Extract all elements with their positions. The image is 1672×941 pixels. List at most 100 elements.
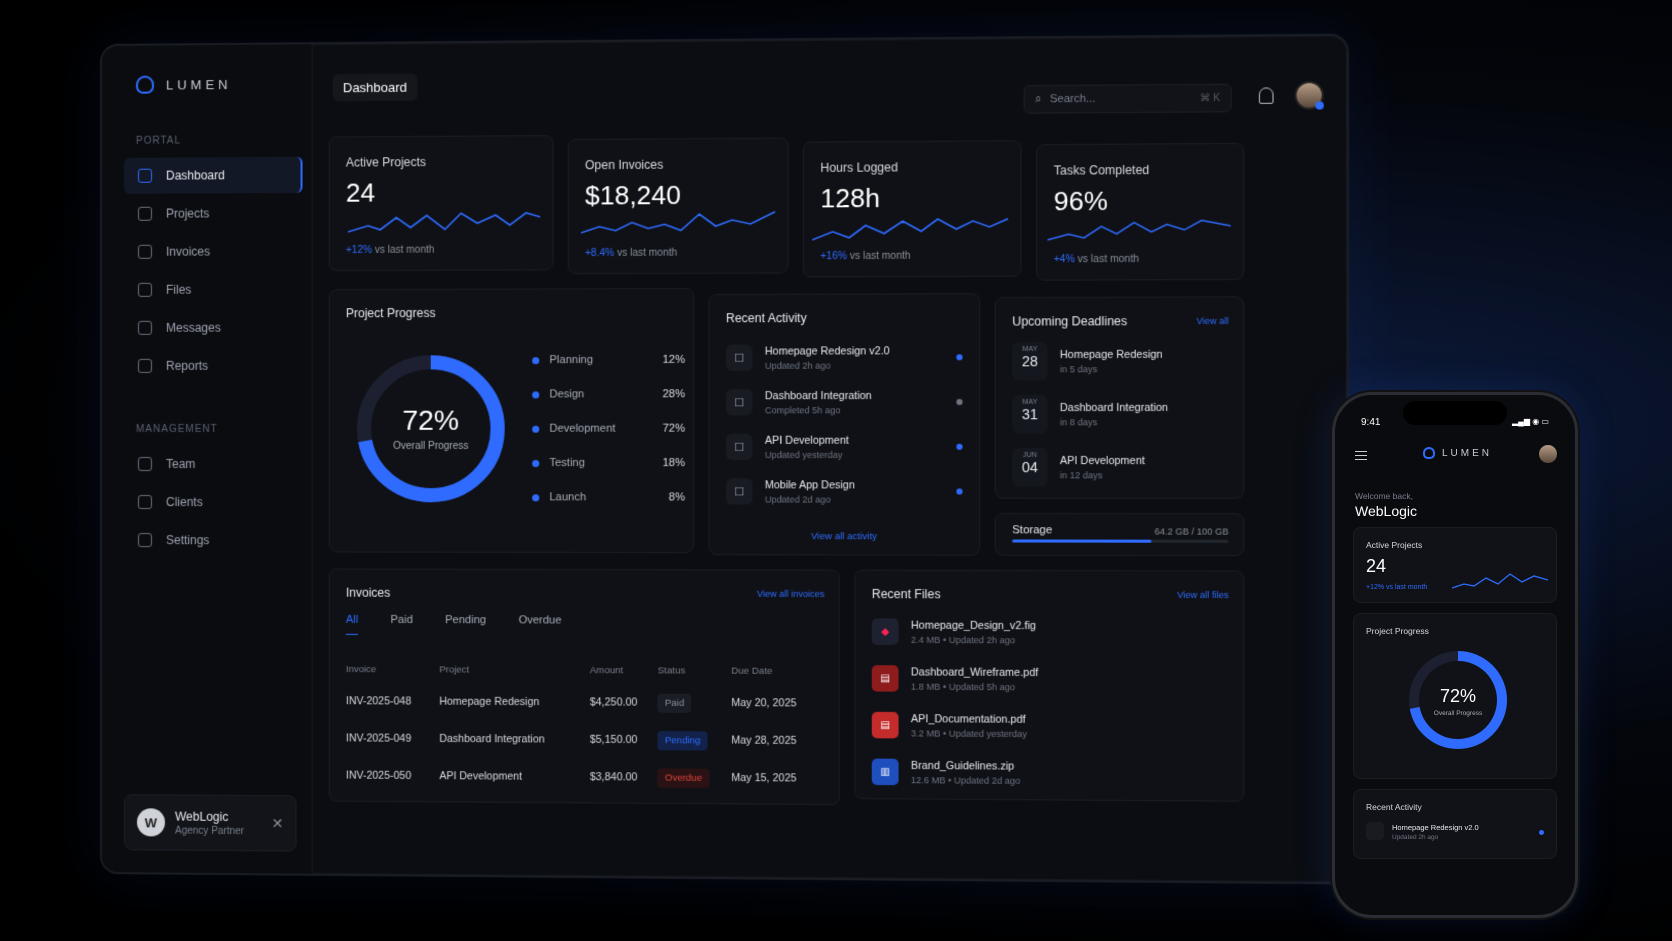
activity-icon xyxy=(1366,822,1384,840)
file-name: Brand_Guidelines.zip xyxy=(911,759,1020,772)
sidebar-item-settings[interactable]: Settings xyxy=(124,522,303,558)
status-badge: Overdue xyxy=(658,768,710,788)
welcome-user: WebLogic xyxy=(1355,503,1417,519)
column-header: Due Date xyxy=(731,657,824,684)
project-progress-card: Project Progress 72% Overall Progress Pl… xyxy=(329,288,694,553)
activity-item[interactable]: ☐ Dashboard Integration Completed 5h ago xyxy=(726,382,963,423)
invoice-amount: $3,840.00 xyxy=(590,758,658,796)
activity-icon: ☐ xyxy=(726,389,753,415)
table-row[interactable]: INV-2025-049 Dashboard Integration $5,15… xyxy=(346,719,825,759)
invoice-id: INV-2025-049 xyxy=(346,719,439,757)
phase-row-development: Development 72% xyxy=(532,423,685,435)
activity-item[interactable]: ☐ Mobile App Design Updated 2d ago xyxy=(726,471,963,512)
phase-row-planning: Planning 12% xyxy=(532,354,685,366)
sidebar-item-messages[interactable]: Messages xyxy=(124,309,303,346)
sidebar-item-invoices[interactable]: Invoices xyxy=(124,233,303,270)
projects-icon xyxy=(138,207,152,221)
activity-sub: Updated 2h ago xyxy=(765,360,890,370)
avatar[interactable] xyxy=(1539,445,1557,463)
file-item[interactable]: ▥ Brand_Guidelines.zip 12.6 MB • Updated … xyxy=(872,749,1227,796)
sidebar: LUMEN PORTAL Dashboard Projects Invoices… xyxy=(102,44,313,874)
invoice-id: INV-2025-050 xyxy=(346,756,439,794)
deadline-item[interactable]: MAY 28 Homepage Redesign in 5 days xyxy=(1012,338,1226,383)
deadline-item[interactable]: JUN 04 API Development in 12 days xyxy=(1012,445,1226,490)
invoice-project: API Development xyxy=(439,757,589,795)
brand-logo[interactable]: LUMEN xyxy=(136,75,232,94)
stat-label: Open Invoices xyxy=(585,158,663,173)
home-icon xyxy=(138,169,152,183)
sidebar-item-projects[interactable]: Projects xyxy=(124,195,303,232)
file-item[interactable]: ▤ API_Documentation.pdf 3.2 MB • Updated … xyxy=(872,703,1227,750)
column-header: Project xyxy=(439,656,589,683)
deadline-item[interactable]: MAY 31 Dashboard Integration in 8 days xyxy=(1012,392,1226,437)
sidebar-item-label: Dashboard xyxy=(166,168,225,182)
welcome-text: Welcome back, xyxy=(1355,491,1413,501)
search-input[interactable]: ⌕ Search... ⌘ K xyxy=(1024,84,1232,114)
stat-change-value: +16% xyxy=(820,251,847,262)
view-all-invoices-link[interactable]: View all invoices xyxy=(757,589,825,599)
invoice-amount: $5,150.00 xyxy=(590,721,658,759)
phase-name: Planning xyxy=(549,354,593,366)
invoice-project: Homepage Redesign xyxy=(439,683,589,721)
sidebar-item-clients[interactable]: Clients xyxy=(124,484,303,520)
deadline-sub: in 12 days xyxy=(1060,470,1145,480)
deadline-title: API Development xyxy=(1060,454,1145,466)
stat-change: +8.4% vs last month xyxy=(585,248,677,259)
avatar[interactable] xyxy=(1294,81,1323,110)
sidebar-item-team[interactable]: Team xyxy=(124,446,303,482)
tab-pending[interactable]: Pending xyxy=(445,614,486,635)
tab-all[interactable]: All xyxy=(346,614,358,635)
deadline-sub: in 8 days xyxy=(1060,417,1168,427)
deadline-day: 28 xyxy=(1012,353,1047,369)
sidebar-item-label: Clients xyxy=(166,495,203,509)
zip-icon: ▥ xyxy=(872,759,899,786)
table-row[interactable]: INV-2025-050 API Development $3,840.00 O… xyxy=(346,756,825,796)
tab-overdue[interactable]: Overdue xyxy=(519,614,562,635)
storage-fill xyxy=(1012,539,1151,542)
deadline-date: MAY 31 xyxy=(1012,395,1047,434)
activity-item[interactable]: ☐ Homepage Redesign v2.0 Updated 2h ago xyxy=(726,337,963,378)
menu-icon[interactable] xyxy=(1355,451,1367,460)
status-badge: Pending xyxy=(658,731,708,751)
invoice-id: INV-2025-048 xyxy=(346,682,439,720)
stat-card-open-invoices: Open Invoices $18,240 +8.4% vs last mont… xyxy=(568,138,789,275)
table-row[interactable]: INV-2025-048 Homepage Redesign $4,250.00… xyxy=(346,682,825,722)
deadline-date: JUN 04 xyxy=(1012,448,1047,487)
activity-item[interactable]: ☐ API Development Updated yesterday xyxy=(726,426,963,467)
tab-paid[interactable]: Paid xyxy=(391,614,413,635)
column-header: Invoice xyxy=(346,656,439,683)
sidebar-item-reports[interactable]: Reports xyxy=(124,348,303,384)
view-all-files-link[interactable]: View all files xyxy=(1177,590,1229,600)
status-time: 9:41 xyxy=(1361,417,1380,428)
status-dot xyxy=(956,354,962,360)
sidebar-item-label: Projects xyxy=(166,206,209,220)
card-title: Project Progress xyxy=(346,306,436,320)
storage-bar xyxy=(1012,539,1228,542)
view-all-activity-link[interactable]: View all activity xyxy=(710,531,980,543)
sidebar-item-dashboard[interactable]: Dashboard xyxy=(124,157,303,194)
deadline-title: Homepage Redesign xyxy=(1060,348,1163,360)
deadline-day: 31 xyxy=(1012,406,1047,422)
phase-name: Design xyxy=(549,388,584,400)
user-card[interactable]: W WebLogic Agency Partner ✕ xyxy=(124,794,297,851)
deadline-day: 04 xyxy=(1012,459,1047,475)
invoice-due: May 20, 2025 xyxy=(731,684,824,722)
status-icons: ▂▄▆ ◉ ▭ xyxy=(1512,417,1549,426)
sidebar-item-files[interactable]: Files xyxy=(124,271,303,308)
bell-icon[interactable] xyxy=(1259,87,1274,103)
stat-change-suffix: vs last month xyxy=(850,251,911,262)
sparkline xyxy=(1047,203,1230,251)
activity-title: Homepage Redesign v2.0 xyxy=(765,345,890,357)
stat-label: Hours Logged xyxy=(820,160,898,175)
search-placeholder: Search... xyxy=(1050,93,1096,106)
stat-change-suffix: vs last month xyxy=(375,245,435,256)
view-all-deadlines-link[interactable]: View all xyxy=(1196,316,1228,326)
file-item[interactable]: ◆ Homepage_Design_v2.fig 2.4 MB • Updated… xyxy=(872,609,1227,655)
phase-pct: 12% xyxy=(663,354,686,366)
storage-card: Storage 64.2 GB / 100 GB xyxy=(995,513,1245,556)
file-item[interactable]: ▤ Dashboard_Wireframe.pdf 1.8 MB • Update… xyxy=(872,656,1227,702)
sidebar-item-label: Messages xyxy=(166,321,221,335)
stat-label: Active Projects xyxy=(1366,540,1422,550)
sidebar-item-label: Reports xyxy=(166,359,208,373)
close-icon[interactable]: ✕ xyxy=(272,815,284,832)
